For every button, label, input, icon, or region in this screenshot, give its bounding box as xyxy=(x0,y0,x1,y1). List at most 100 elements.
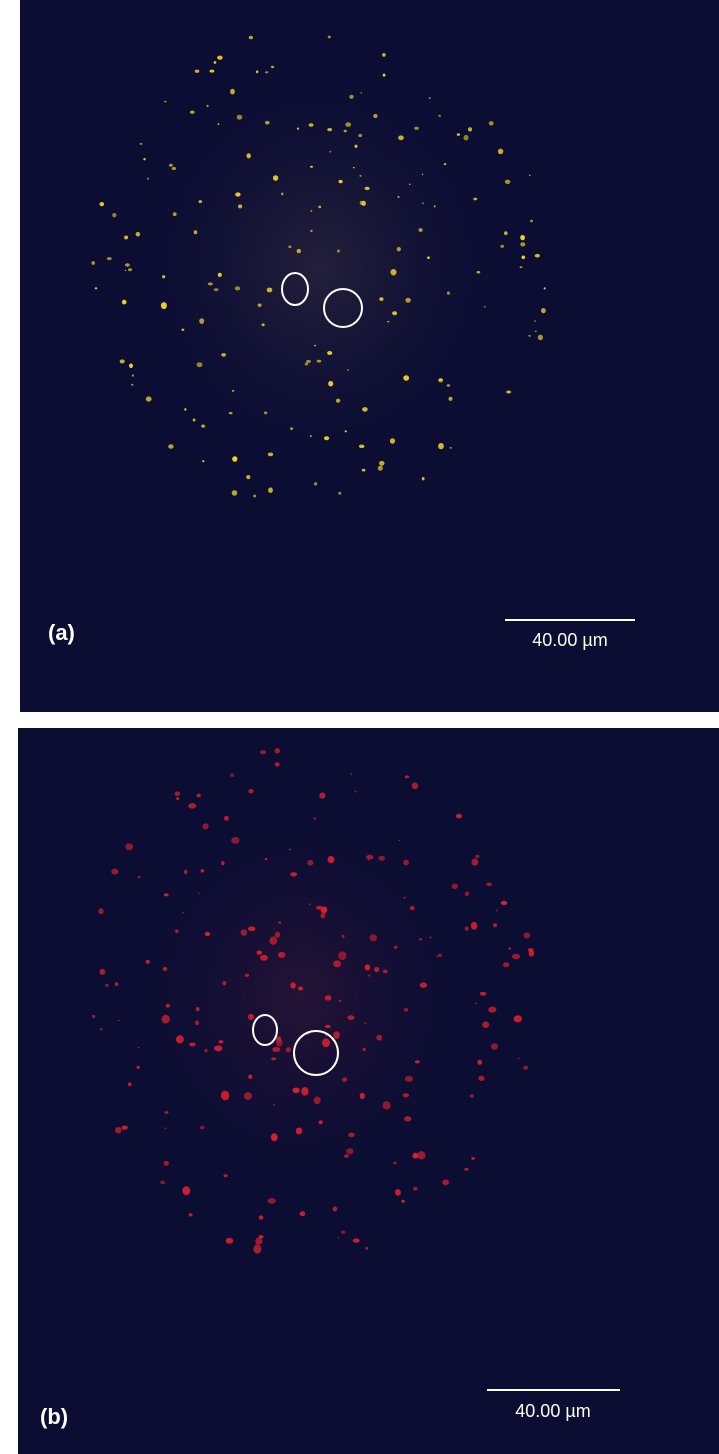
speckle xyxy=(162,1015,170,1024)
speckle xyxy=(392,311,397,315)
speckle xyxy=(230,773,234,777)
speckle xyxy=(378,856,385,861)
speckle xyxy=(313,817,316,820)
speckle xyxy=(415,1060,420,1063)
speckle xyxy=(333,1031,340,1039)
speckle xyxy=(146,960,150,964)
speckle xyxy=(349,95,353,99)
speckle xyxy=(514,1015,522,1022)
speckle xyxy=(322,1038,330,1047)
speckle xyxy=(131,384,133,386)
speckle xyxy=(437,956,439,957)
speckle xyxy=(339,1000,342,1002)
speckle xyxy=(504,231,508,235)
speckle xyxy=(452,884,458,889)
speckle xyxy=(188,803,196,809)
speckle xyxy=(491,1043,498,1050)
speckle xyxy=(259,1215,264,1219)
speckle xyxy=(199,318,204,324)
speckle xyxy=(535,331,537,332)
speckle xyxy=(247,153,251,158)
speckle xyxy=(365,187,370,190)
speckle xyxy=(278,921,281,923)
speckle xyxy=(271,1057,276,1060)
speckle xyxy=(300,1211,305,1216)
speckle xyxy=(249,36,253,40)
speckle xyxy=(229,412,233,414)
speckle xyxy=(398,135,404,140)
speckle xyxy=(175,929,179,933)
speckle xyxy=(365,964,370,970)
speckle xyxy=(353,1238,360,1242)
speckle xyxy=(137,1066,140,1069)
speckle xyxy=(325,995,332,1000)
speckle xyxy=(214,61,217,64)
speckle xyxy=(413,1187,418,1191)
speckle xyxy=(368,975,371,977)
speckle xyxy=(374,967,379,972)
speckle xyxy=(336,399,340,403)
speckle xyxy=(518,1058,520,1060)
speckle xyxy=(419,938,423,941)
speckle xyxy=(484,306,486,307)
speckle xyxy=(422,477,425,480)
speckle xyxy=(405,1076,413,1082)
speckle xyxy=(337,250,340,253)
speckle xyxy=(477,271,481,273)
speckle xyxy=(506,391,511,394)
speckle xyxy=(314,345,316,347)
speckle xyxy=(301,1087,308,1096)
speckle xyxy=(176,797,179,800)
speckle xyxy=(175,791,181,796)
cell-glow xyxy=(110,60,530,520)
speckle xyxy=(124,236,128,240)
speckle xyxy=(309,123,314,127)
speckle xyxy=(414,127,419,130)
speckle xyxy=(366,855,373,860)
speckle xyxy=(358,134,362,137)
speckle xyxy=(370,934,377,941)
speckle xyxy=(344,130,347,133)
speckle xyxy=(290,427,293,430)
speckle xyxy=(376,1035,382,1041)
speckle xyxy=(429,97,431,99)
speckle xyxy=(307,860,313,866)
speckle xyxy=(143,158,145,160)
panel-label: (b) xyxy=(40,1404,68,1429)
speckle xyxy=(232,490,238,496)
speckle xyxy=(207,105,209,107)
speckle xyxy=(397,196,399,198)
speckle xyxy=(245,974,249,977)
speckle xyxy=(488,1007,496,1013)
speckle xyxy=(438,443,444,449)
speckle xyxy=(342,935,345,938)
speckle xyxy=(444,163,446,165)
speckle xyxy=(235,192,240,196)
speckle xyxy=(278,952,285,958)
speckle xyxy=(259,1235,264,1238)
speckle xyxy=(132,374,134,376)
speckle xyxy=(360,1093,365,1099)
speckle xyxy=(195,1020,199,1025)
speckle xyxy=(417,1151,425,1159)
speckle xyxy=(163,967,168,971)
speckle xyxy=(338,492,341,495)
speckle xyxy=(505,180,511,184)
speckle xyxy=(401,1200,404,1203)
speckle xyxy=(529,335,531,337)
speckle xyxy=(379,461,385,466)
speckle xyxy=(359,175,361,177)
speckle xyxy=(137,876,140,879)
speckle xyxy=(405,775,410,778)
speckle xyxy=(387,321,389,322)
speckle xyxy=(327,128,332,131)
speckle xyxy=(248,926,255,931)
speckle xyxy=(160,1181,165,1185)
speckle xyxy=(190,111,195,114)
speckle xyxy=(253,495,256,498)
speckle xyxy=(309,903,311,905)
speckle xyxy=(176,1035,184,1043)
speckle xyxy=(208,282,213,285)
speckle xyxy=(457,133,460,135)
speckle xyxy=(120,359,125,363)
